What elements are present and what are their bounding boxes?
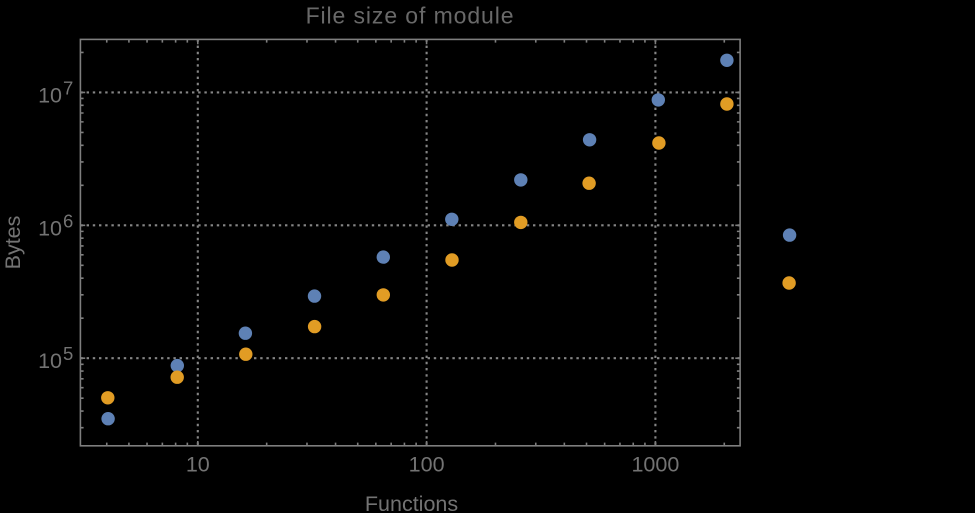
svg-text:File size of module: File size of module xyxy=(306,3,515,29)
svg-text:5: 5 xyxy=(63,343,73,364)
svg-text:10: 10 xyxy=(38,83,62,107)
svg-text:10: 10 xyxy=(38,349,62,373)
svg-text:10: 10 xyxy=(186,453,210,477)
svg-text:7: 7 xyxy=(63,77,73,98)
svg-text:Bytes: Bytes xyxy=(1,216,25,270)
svg-text:6: 6 xyxy=(63,210,73,231)
svg-text:1000: 1000 xyxy=(631,453,679,477)
svg-text:100: 100 xyxy=(409,453,445,477)
svg-text:Functions: Functions xyxy=(365,492,458,513)
svg-text:10: 10 xyxy=(38,216,62,240)
